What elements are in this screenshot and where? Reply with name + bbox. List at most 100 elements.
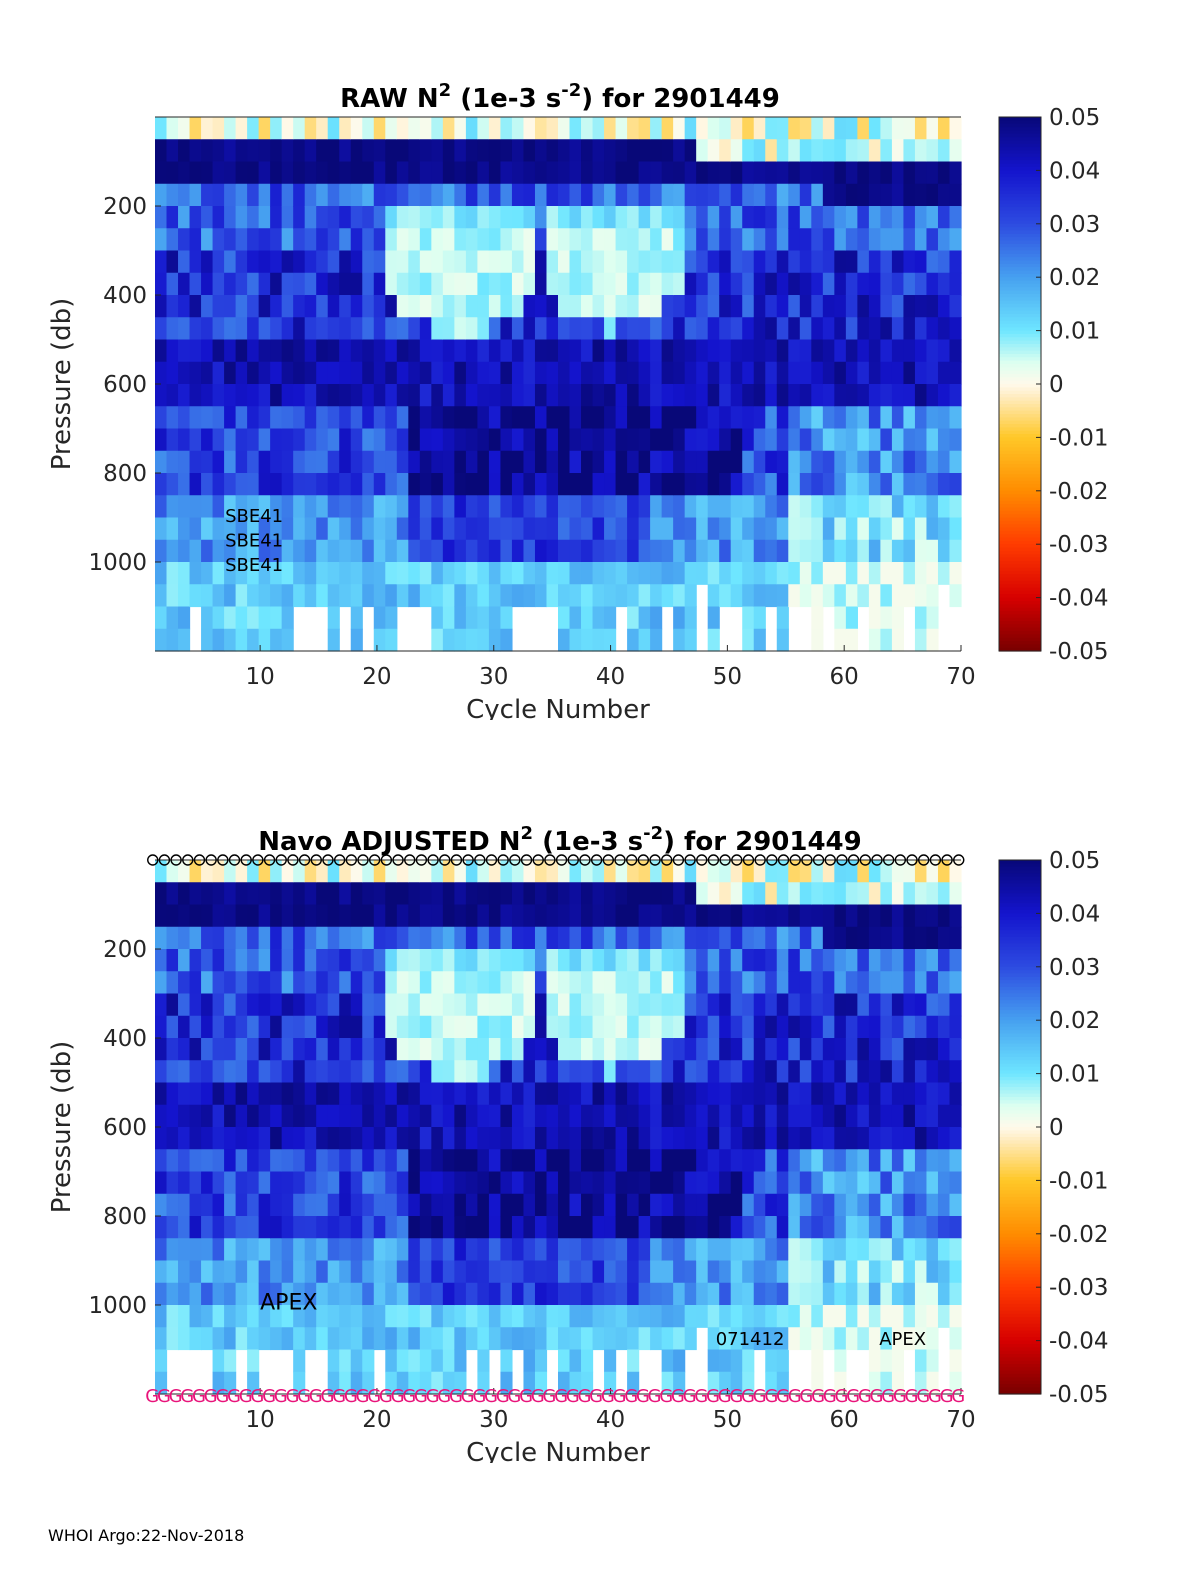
heatmap-cell [650,206,663,229]
heatmap-cell [350,206,363,229]
heatmap-cell [511,1127,525,1150]
heatmap-cell [385,949,398,972]
heatmap-cell [327,117,340,140]
heatmap-cell [224,1371,237,1395]
colorbar-segment [999,337,1041,342]
heatmap-cell [673,1171,686,1195]
heatmap-cell [684,361,697,385]
heatmap-cell [523,339,536,363]
top-marker [672,854,685,866]
heatmap-cell [661,949,674,972]
heatmap-cell [857,971,870,995]
heatmap-cell [650,1038,663,1061]
heatmap-cell [707,161,720,185]
heatmap-cell [500,1038,513,1061]
heatmap-cell [258,860,271,883]
top-marker [275,854,287,866]
heatmap-cell [592,161,605,185]
heatmap-cell [765,473,778,496]
heatmap-cell [362,1216,375,1239]
colorbar-segment [999,223,1041,228]
heatmap-cell [926,295,939,318]
heatmap-cell [730,584,743,608]
heatmap-cell [270,117,283,140]
heatmap-cell [857,250,870,274]
heatmap-cell [799,495,812,519]
heatmap-cell [247,1171,260,1195]
heatmap-cell [523,539,536,563]
heatmap-cell [753,228,766,252]
colorbar-segment [999,330,1041,335]
heatmap-cell [604,971,617,995]
heatmap-cell [891,161,905,185]
heatmap-cell [500,1171,513,1195]
heatmap-cell [845,882,858,906]
heatmap-cell [776,183,789,207]
heatmap-cell [753,949,766,972]
heatmap-cell [719,384,732,407]
heatmap-cell [270,628,283,652]
heatmap-cell [500,1193,513,1217]
heatmap-cell [385,117,398,140]
heatmap-cell [293,384,306,407]
heatmap-cell [673,250,686,274]
heatmap-cell [903,295,916,318]
colorbar-segment [999,524,1041,529]
heatmap-cell [327,1082,340,1106]
heatmap-cell [880,971,893,995]
heatmap-cell [891,1082,905,1106]
heatmap-cell [569,904,582,928]
heatmap-cell [845,495,858,519]
heatmap-cell [373,1193,386,1217]
heatmap-cell [719,117,732,140]
heatmap-cell [914,1060,928,1084]
heatmap-cell [707,183,720,207]
heatmap-cell [247,1238,260,1262]
heatmap-cell [431,272,444,296]
heatmap-cell [776,539,789,563]
heatmap-cell [592,584,605,608]
heatmap-cell [454,1260,467,1284]
x-tick-label: 60 [830,1407,859,1433]
heatmap-cell [857,272,870,296]
heatmap-cell [454,450,467,474]
heatmap-cell [868,1060,881,1084]
heatmap-cell [730,1305,743,1328]
bottom-marker: G [472,1386,486,1407]
heatmap-cell [431,1327,444,1351]
heatmap-cell [707,1038,720,1061]
heatmap-cell [834,272,847,296]
colorbar-segment [999,614,1041,619]
heatmap-cell [546,317,559,341]
heatmap-cell [373,450,386,474]
heatmap-cell [776,1371,789,1395]
heatmap-cell [707,1082,720,1106]
heatmap-cell [477,428,490,452]
heatmap-cell [903,250,916,274]
heatmap-cell [316,339,329,363]
heatmap-cell [696,1193,709,1217]
heatmap-cell [696,117,709,140]
heatmap-cell [914,1082,928,1106]
heatmap-cell [673,1216,686,1239]
heatmap-cell [224,1193,237,1217]
top-marker [205,854,217,866]
heatmap-cell [914,1260,928,1284]
heatmap-cell [776,206,789,229]
heatmap-cell [316,406,329,430]
chart-annotation: SBE41 [225,506,283,527]
heatmap-cell [880,450,893,474]
heatmap-cell [822,339,835,363]
heatmap-cell [719,539,732,563]
bottom-marker: G [636,1386,650,1407]
top-marker [368,854,381,866]
heatmap-cell [730,1060,743,1084]
heatmap-cell [523,1127,536,1150]
colorbar-segment [999,1350,1041,1355]
heatmap-cell [465,1082,478,1106]
heatmap-cell [615,1127,628,1150]
heatmap-cell [650,1015,663,1039]
heatmap-cell [235,361,248,385]
heatmap-cell [707,1193,720,1217]
heatmap-cell [834,139,847,163]
